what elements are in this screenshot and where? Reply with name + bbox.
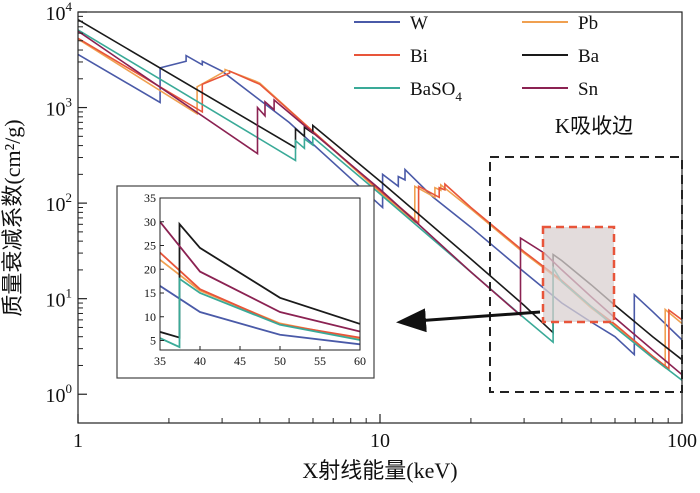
legend-label: Ba (578, 46, 600, 67)
inset-y-tick-label: 35 (144, 191, 156, 205)
x-tick-label: 10 (370, 430, 390, 452)
y-tick-label: 103 (46, 95, 73, 121)
main-series-group (78, 19, 682, 381)
y-axis-title: 质量衰减系数(cm²/g) (0, 119, 25, 316)
k-edge-annotation: K吸收边 (555, 114, 633, 138)
inset-x-tick-label: 45 (234, 354, 246, 368)
zoom-region (541, 225, 616, 324)
inset-axes: 35 40 45 50 55 60 5 10 15 20 25 30 35 (144, 191, 366, 368)
inset-x-tick-label: 35 (154, 354, 166, 368)
main-axes: 1 10 100 100 101 102 103 104 (46, 0, 698, 452)
inset-series-group (160, 221, 360, 349)
legend: W Pb Bi Ba BaSO4 Sn (354, 13, 600, 104)
inset-series-line-ba (160, 221, 360, 339)
inset-y-tick-label: 10 (144, 310, 156, 324)
legend-label: Pb (578, 13, 598, 34)
inset-series-line-sn (160, 221, 360, 333)
inset-x-tick-label: 50 (274, 354, 286, 368)
inset-y-tick-label: 30 (144, 215, 156, 229)
legend-item-baso4: BaSO4 (354, 79, 462, 104)
series-line-w (78, 53, 682, 357)
inset-x-tick-label: 55 (314, 354, 326, 368)
y-tick-label: 100 (46, 381, 73, 407)
y-tick-label: 101 (46, 286, 73, 312)
legend-item-sn: Sn (522, 79, 599, 100)
legend-label: W (410, 13, 428, 34)
x-tick-label: 100 (667, 430, 697, 452)
inset-y-tick-label: 20 (144, 262, 156, 276)
k-edge-box (489, 156, 683, 393)
series-line-pb (78, 38, 682, 370)
inset-series-line-baso4 (160, 277, 360, 349)
inset-x-tick-label: 40 (194, 354, 206, 368)
legend-item-ba: Ba (522, 46, 600, 67)
inset-y-tick-label: 25 (144, 239, 156, 253)
legend-label: Bi (410, 46, 428, 67)
legend-item-pb: Pb (522, 13, 598, 34)
legend-label: BaSO4 (410, 79, 462, 104)
inset-frame (159, 197, 361, 351)
overlays (396, 156, 683, 393)
inset-x-tick-label: 60 (354, 354, 366, 368)
legend-item-w: W (354, 13, 428, 34)
zoom-arrow (396, 308, 541, 333)
inset-y-tick-label: 5 (150, 334, 156, 348)
x-tick-label: 1 (73, 430, 83, 452)
y-tick-label: 104 (46, 0, 73, 25)
legend-label: Sn (578, 79, 599, 100)
inset-y-tick-label: 15 (144, 286, 156, 300)
series-line-bi (78, 37, 682, 371)
x-axis-title: X射线能量(keV) (302, 458, 457, 483)
legend-item-bi: Bi (354, 46, 428, 67)
y-tick-label: 102 (46, 190, 73, 216)
